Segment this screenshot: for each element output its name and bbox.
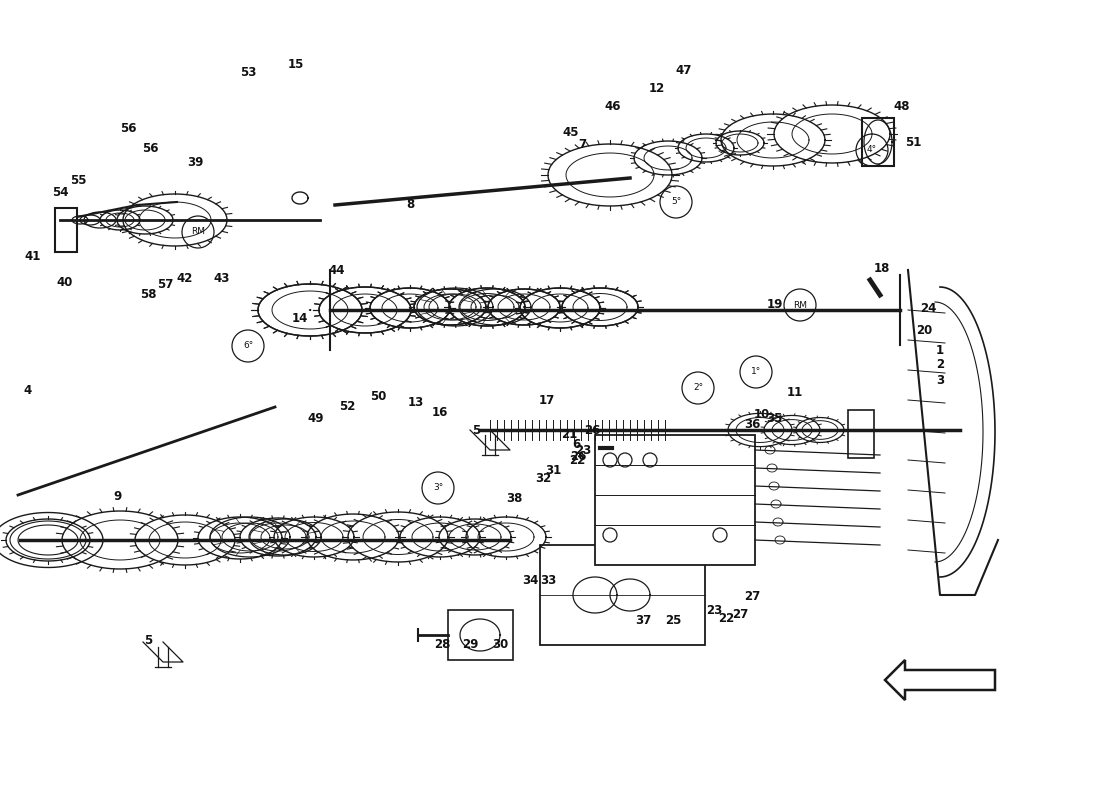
Text: 5: 5 <box>144 634 152 646</box>
Text: 4°: 4° <box>867 146 877 154</box>
FancyBboxPatch shape <box>540 545 705 645</box>
Text: 18: 18 <box>873 262 890 274</box>
Text: 47: 47 <box>675 63 692 77</box>
Text: 46: 46 <box>605 99 621 113</box>
Text: 9: 9 <box>114 490 122 503</box>
Text: 49: 49 <box>308 411 324 425</box>
Text: 5°: 5° <box>671 198 681 206</box>
Text: 43: 43 <box>213 271 230 285</box>
Text: 53: 53 <box>240 66 256 79</box>
Text: 26: 26 <box>584 423 601 437</box>
Text: 8: 8 <box>406 198 414 211</box>
Text: 51: 51 <box>905 135 921 149</box>
Text: 14: 14 <box>292 311 308 325</box>
Text: 20: 20 <box>916 323 932 337</box>
Text: 31: 31 <box>544 463 561 477</box>
Text: 56: 56 <box>120 122 136 134</box>
Text: 4: 4 <box>24 383 32 397</box>
Text: 24: 24 <box>920 302 936 314</box>
Text: 23: 23 <box>706 603 722 617</box>
Text: 2°: 2° <box>693 383 703 393</box>
Text: 6: 6 <box>572 438 580 450</box>
Text: 50: 50 <box>370 390 386 403</box>
Text: 1°: 1° <box>751 367 761 377</box>
Text: 37: 37 <box>635 614 651 626</box>
Text: 36: 36 <box>744 418 760 430</box>
Polygon shape <box>886 660 996 700</box>
Text: 22: 22 <box>718 611 734 625</box>
Text: 29: 29 <box>462 638 478 651</box>
Text: 28: 28 <box>433 638 450 651</box>
Text: 27: 27 <box>732 609 748 622</box>
Text: 25: 25 <box>664 614 681 626</box>
Text: 23: 23 <box>575 443 591 457</box>
Text: 45: 45 <box>563 126 580 138</box>
Text: 21: 21 <box>561 429 578 442</box>
Text: 10: 10 <box>754 409 770 422</box>
Text: RM: RM <box>191 227 205 237</box>
Text: 30: 30 <box>492 638 508 651</box>
Text: 35: 35 <box>766 411 782 425</box>
Text: 3: 3 <box>936 374 944 386</box>
FancyBboxPatch shape <box>848 410 874 458</box>
Text: 56: 56 <box>142 142 158 154</box>
FancyBboxPatch shape <box>862 118 894 166</box>
Text: 12: 12 <box>649 82 666 94</box>
Text: 3°: 3° <box>433 483 443 493</box>
Text: 22: 22 <box>569 454 585 467</box>
Text: 15: 15 <box>288 58 305 71</box>
Text: 17: 17 <box>539 394 556 406</box>
Text: 34: 34 <box>521 574 538 586</box>
FancyBboxPatch shape <box>595 435 755 565</box>
Text: 44: 44 <box>329 263 345 277</box>
Text: 32: 32 <box>535 473 551 486</box>
Text: 40: 40 <box>57 275 74 289</box>
Text: 38: 38 <box>506 491 522 505</box>
Text: 54: 54 <box>52 186 68 199</box>
Text: 41: 41 <box>25 250 41 262</box>
Text: 27: 27 <box>744 590 760 602</box>
Text: 2: 2 <box>936 358 944 371</box>
Text: 19: 19 <box>767 298 783 311</box>
Text: 7: 7 <box>578 138 586 151</box>
Text: 48: 48 <box>893 101 911 114</box>
Text: 13: 13 <box>408 397 425 410</box>
Text: 26: 26 <box>570 450 586 462</box>
FancyBboxPatch shape <box>55 208 77 252</box>
Text: 5: 5 <box>472 423 480 437</box>
Text: 16: 16 <box>432 406 448 418</box>
Polygon shape <box>865 660 996 700</box>
Text: 1: 1 <box>936 343 944 357</box>
Text: 52: 52 <box>339 401 355 414</box>
Text: 33: 33 <box>540 574 557 586</box>
Text: 57: 57 <box>157 278 173 290</box>
FancyBboxPatch shape <box>448 610 513 660</box>
Text: RM: RM <box>793 301 807 310</box>
Text: 39: 39 <box>187 155 204 169</box>
Text: 6°: 6° <box>243 342 253 350</box>
Text: 58: 58 <box>140 287 156 301</box>
Text: 42: 42 <box>177 271 194 285</box>
Text: 55: 55 <box>69 174 86 186</box>
Text: 11: 11 <box>786 386 803 399</box>
